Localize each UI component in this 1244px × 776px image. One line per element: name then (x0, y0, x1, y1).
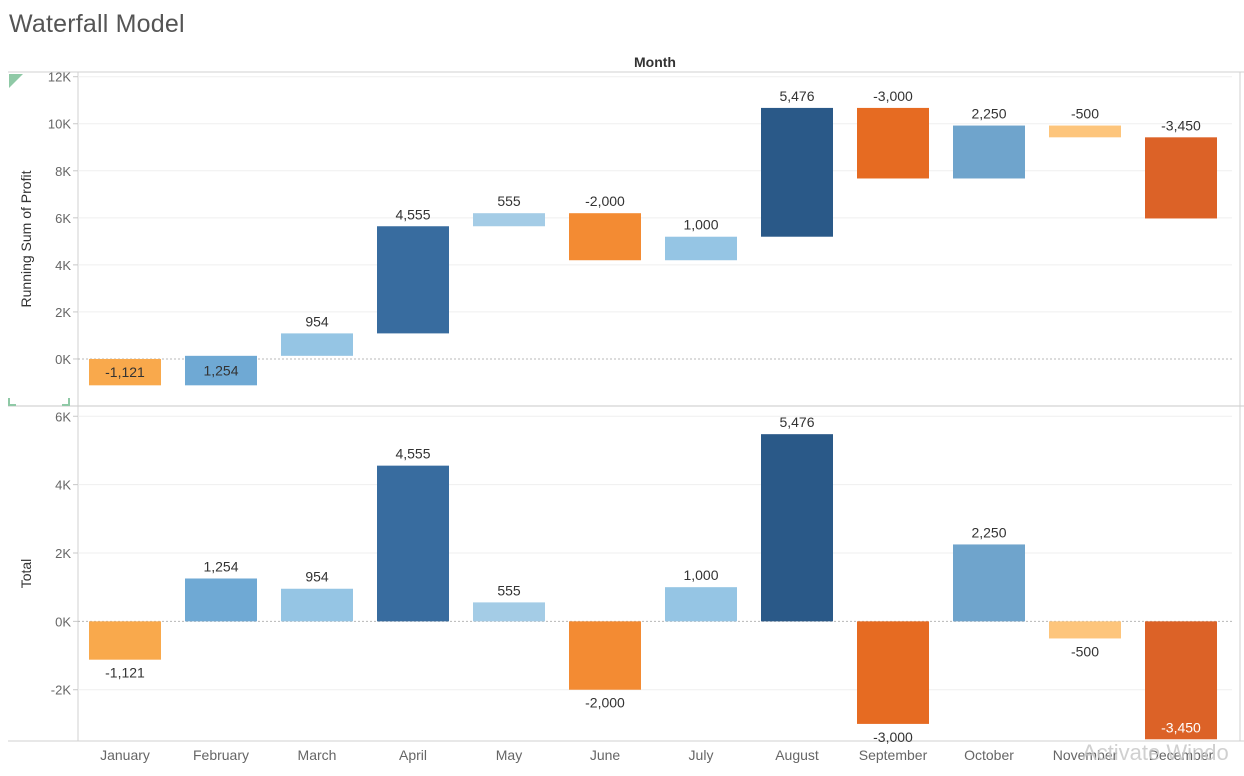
bar-june-total (569, 621, 641, 690)
bar-july-running (665, 236, 737, 261)
y-tick-label: -2K (51, 683, 72, 698)
data-label: -3,000 (873, 88, 913, 104)
data-label: -1,121 (105, 665, 145, 681)
x-tick-label: October (964, 747, 1014, 763)
y-tick-label: 2K (55, 305, 71, 320)
data-label: 954 (305, 569, 329, 585)
x-tick-label: March (298, 747, 337, 763)
data-label: 4,555 (395, 446, 430, 462)
x-tick-label: August (775, 747, 819, 763)
y-tick-label: 4K (55, 478, 71, 493)
x-tick-label: September (859, 747, 928, 763)
data-label: 4,555 (395, 206, 430, 222)
data-label: 1,000 (683, 217, 718, 233)
x-tick-label: June (590, 747, 621, 763)
data-label: -1,121 (105, 364, 145, 380)
activation-watermark: Activate Windo (1082, 740, 1229, 765)
data-label: -500 (1071, 643, 1099, 659)
bar-november-running (1049, 125, 1121, 138)
data-label: 5,476 (779, 88, 814, 104)
x-tick-label: July (689, 747, 714, 763)
data-label: 954 (305, 313, 329, 329)
bar-march-running (281, 333, 353, 356)
y-tick-label: 8K (55, 164, 71, 179)
data-label: 555 (497, 582, 521, 598)
y-tick-label: 6K (55, 211, 71, 226)
bar-may-total (473, 602, 545, 622)
y-tick-label: 0K (55, 352, 71, 367)
data-label: -2,000 (585, 695, 625, 711)
data-label: 5,476 (779, 414, 814, 430)
x-tick-label: February (193, 747, 249, 763)
data-label: -3,450 (1161, 117, 1201, 133)
bar-april-total (377, 465, 449, 622)
y-tick-label: 2K (55, 546, 71, 561)
bar-october-total (953, 544, 1025, 622)
y-tick-label: 4K (55, 258, 71, 273)
bar-june-running (569, 213, 641, 261)
data-label: -3,000 (873, 729, 913, 745)
x-tick-label: April (399, 747, 427, 763)
bar-february-running (185, 355, 257, 386)
data-label: -3,450 (1161, 719, 1201, 735)
selection-corner-bracket (8, 398, 16, 406)
x-tick-label: May (496, 747, 522, 763)
data-label: 1,254 (203, 363, 238, 379)
data-label: 555 (497, 193, 521, 209)
x-tick-label: January (100, 747, 150, 763)
selection-corner-marker (9, 74, 23, 88)
bar-april-running (377, 226, 449, 334)
x-tick-label: November (1053, 747, 1118, 763)
data-label: 2,250 (971, 524, 1006, 540)
bar-may-running (473, 213, 545, 227)
selection-corner-bracket (62, 398, 70, 406)
bar-december-running (1145, 137, 1217, 219)
bar-november-total (1049, 621, 1121, 639)
bar-january-running (89, 358, 161, 386)
bar-january-total (89, 621, 161, 660)
y-tick-label: 10K (48, 117, 71, 132)
bar-february-total (185, 578, 257, 622)
data-label: -2,000 (585, 193, 625, 209)
bar-july-total (665, 587, 737, 622)
column-header: Month (634, 54, 676, 70)
data-label: -500 (1071, 106, 1099, 122)
bar-october-running (953, 125, 1025, 179)
bar-march-total (281, 588, 353, 622)
chart-title: Waterfall Model (9, 10, 185, 38)
data-label: 1,000 (683, 567, 718, 583)
y-axis-title: Total (18, 559, 34, 589)
x-tick-label: December (1149, 747, 1214, 763)
bar-august-running (761, 107, 833, 237)
y-tick-label: 0K (55, 614, 71, 629)
y-axis-title: Running Sum of Profit (18, 170, 34, 307)
data-label: 1,254 (203, 558, 238, 574)
y-tick-label: 12K (48, 70, 71, 85)
bar-december-total (1145, 621, 1217, 740)
data-label: 2,250 (971, 106, 1006, 122)
bar-august-total (761, 434, 833, 622)
bar-september-running (857, 107, 929, 179)
y-tick-label: 6K (55, 409, 71, 424)
bar-september-total (857, 621, 929, 724)
